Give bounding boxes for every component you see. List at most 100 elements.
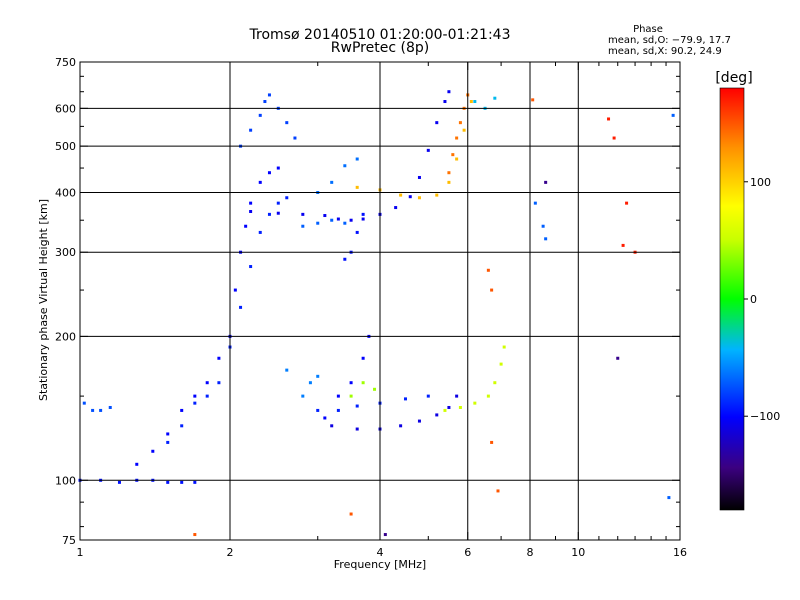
grid-lines — [80, 62, 680, 540]
scatter-point — [462, 128, 466, 132]
scatter-point — [447, 405, 451, 409]
scatter-point — [496, 489, 500, 493]
scatter-point — [308, 381, 312, 385]
scatter-point — [343, 257, 347, 261]
x-tick-label: 8 — [527, 546, 534, 559]
scatter-point — [531, 98, 535, 102]
scatter-point — [267, 212, 271, 216]
scatter-point — [193, 533, 197, 537]
scatter-point — [205, 394, 209, 398]
scatter-point — [249, 128, 253, 132]
y-tick-label: 300 — [55, 246, 76, 259]
scatter-point — [108, 405, 112, 409]
scatter-point — [435, 193, 439, 197]
scatter-point — [193, 401, 197, 405]
scatter-point — [233, 288, 237, 292]
scatter-point — [399, 424, 403, 428]
x-tick-label: 10 — [571, 546, 585, 559]
scatter-point — [455, 136, 459, 140]
scatter-point — [205, 381, 209, 385]
y-tick-label: 200 — [55, 330, 76, 343]
scatter-point — [117, 480, 121, 484]
scatter-point — [316, 221, 320, 225]
y-tick-label: 500 — [55, 140, 76, 153]
y-axis-ticks: 75 100 200 300 400 500 600 750 — [55, 56, 680, 547]
scatter-point — [180, 408, 184, 412]
scatter-point — [99, 408, 103, 412]
stats-line-x: mean, sd,X: 90.2, 24.9 — [608, 46, 722, 57]
scatter-point — [330, 218, 334, 222]
scatter-point — [285, 368, 289, 372]
colorbar-gradient — [720, 88, 744, 510]
scatter-point — [316, 408, 320, 412]
scatter-point — [373, 387, 377, 391]
scatter-point — [258, 230, 262, 234]
scatter-point — [426, 148, 430, 152]
colorbar-title: [deg] — [715, 70, 752, 86]
scatter-point — [355, 427, 359, 431]
scatter-point — [616, 356, 620, 360]
scatter-point — [249, 210, 253, 214]
scatter-point — [625, 201, 629, 205]
scatter-point — [667, 496, 671, 500]
scatter-point — [443, 408, 447, 412]
scatter-point — [355, 404, 359, 408]
scatter-point — [258, 180, 262, 184]
scatter-point — [276, 211, 280, 215]
scatter-point — [301, 224, 305, 228]
scatter-point — [336, 394, 340, 398]
scatter-point — [151, 449, 155, 453]
scatter-point — [403, 397, 407, 401]
scatter-point — [276, 201, 280, 205]
scatter-point — [293, 136, 297, 140]
chart-subtitle: RwPretec (8p) — [331, 40, 429, 56]
y-tick-label: 600 — [55, 102, 76, 115]
scatter-point — [473, 401, 477, 405]
scatter-point — [399, 193, 403, 197]
scatter-point — [276, 166, 280, 170]
stats-line-o: mean, sd,O: −79.9, 17.7 — [608, 35, 731, 46]
scatter-point — [541, 224, 545, 228]
scatter-point — [544, 237, 548, 241]
scatter-point — [493, 96, 497, 100]
scatter-point — [502, 345, 506, 349]
scatter-point — [349, 512, 353, 516]
scatter-point — [490, 288, 494, 292]
scatter-point — [285, 121, 289, 125]
scatter-point — [166, 480, 170, 484]
scatter-point — [336, 408, 340, 412]
scatter-point — [349, 218, 353, 222]
scatter-point — [486, 394, 490, 398]
scatter-point — [166, 432, 170, 436]
scatter-point — [217, 381, 221, 385]
colorbar-tick-label: −100 — [750, 410, 780, 423]
scatter-point — [443, 100, 447, 104]
y-tick-label: 750 — [55, 56, 76, 69]
scatter-point — [455, 157, 459, 161]
x-tick-label: 2 — [227, 546, 234, 559]
scatter-point — [455, 394, 459, 398]
scatter-point — [336, 217, 340, 221]
scatter-point — [383, 533, 387, 537]
scatter-point — [490, 440, 494, 444]
scatter-point — [82, 401, 86, 405]
scatter-point — [499, 362, 503, 366]
scatter-point — [544, 180, 548, 184]
scatter-point — [193, 480, 197, 484]
scatter-point — [285, 196, 289, 200]
scatter-point — [408, 195, 412, 199]
x-axis-ticks: 1 2 4 6 8 10 16 — [77, 62, 687, 559]
scatter-point — [330, 180, 334, 184]
scatter-point — [263, 100, 267, 104]
x-axis-label: Frequency [MHz] — [334, 558, 426, 571]
scatter-point — [417, 175, 421, 179]
scatter-point — [217, 356, 221, 360]
scatter-point — [249, 265, 253, 269]
scatter-point — [180, 480, 184, 484]
scatter-point — [193, 394, 197, 398]
scatter-point — [323, 416, 327, 420]
scatter-point — [394, 206, 398, 210]
x-tick-label: 6 — [464, 546, 471, 559]
scatter-point — [355, 157, 359, 161]
